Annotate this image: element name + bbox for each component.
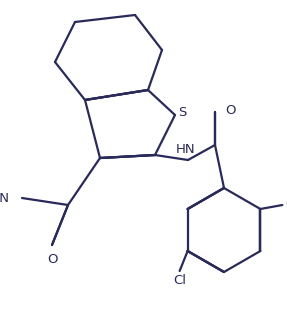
Text: Cl: Cl bbox=[173, 274, 186, 287]
Text: H₂N: H₂N bbox=[0, 191, 10, 204]
Text: O: O bbox=[47, 253, 57, 266]
Text: O: O bbox=[225, 103, 236, 117]
Text: HN: HN bbox=[176, 143, 196, 156]
Text: S: S bbox=[178, 107, 186, 120]
Text: Cl: Cl bbox=[285, 198, 287, 211]
